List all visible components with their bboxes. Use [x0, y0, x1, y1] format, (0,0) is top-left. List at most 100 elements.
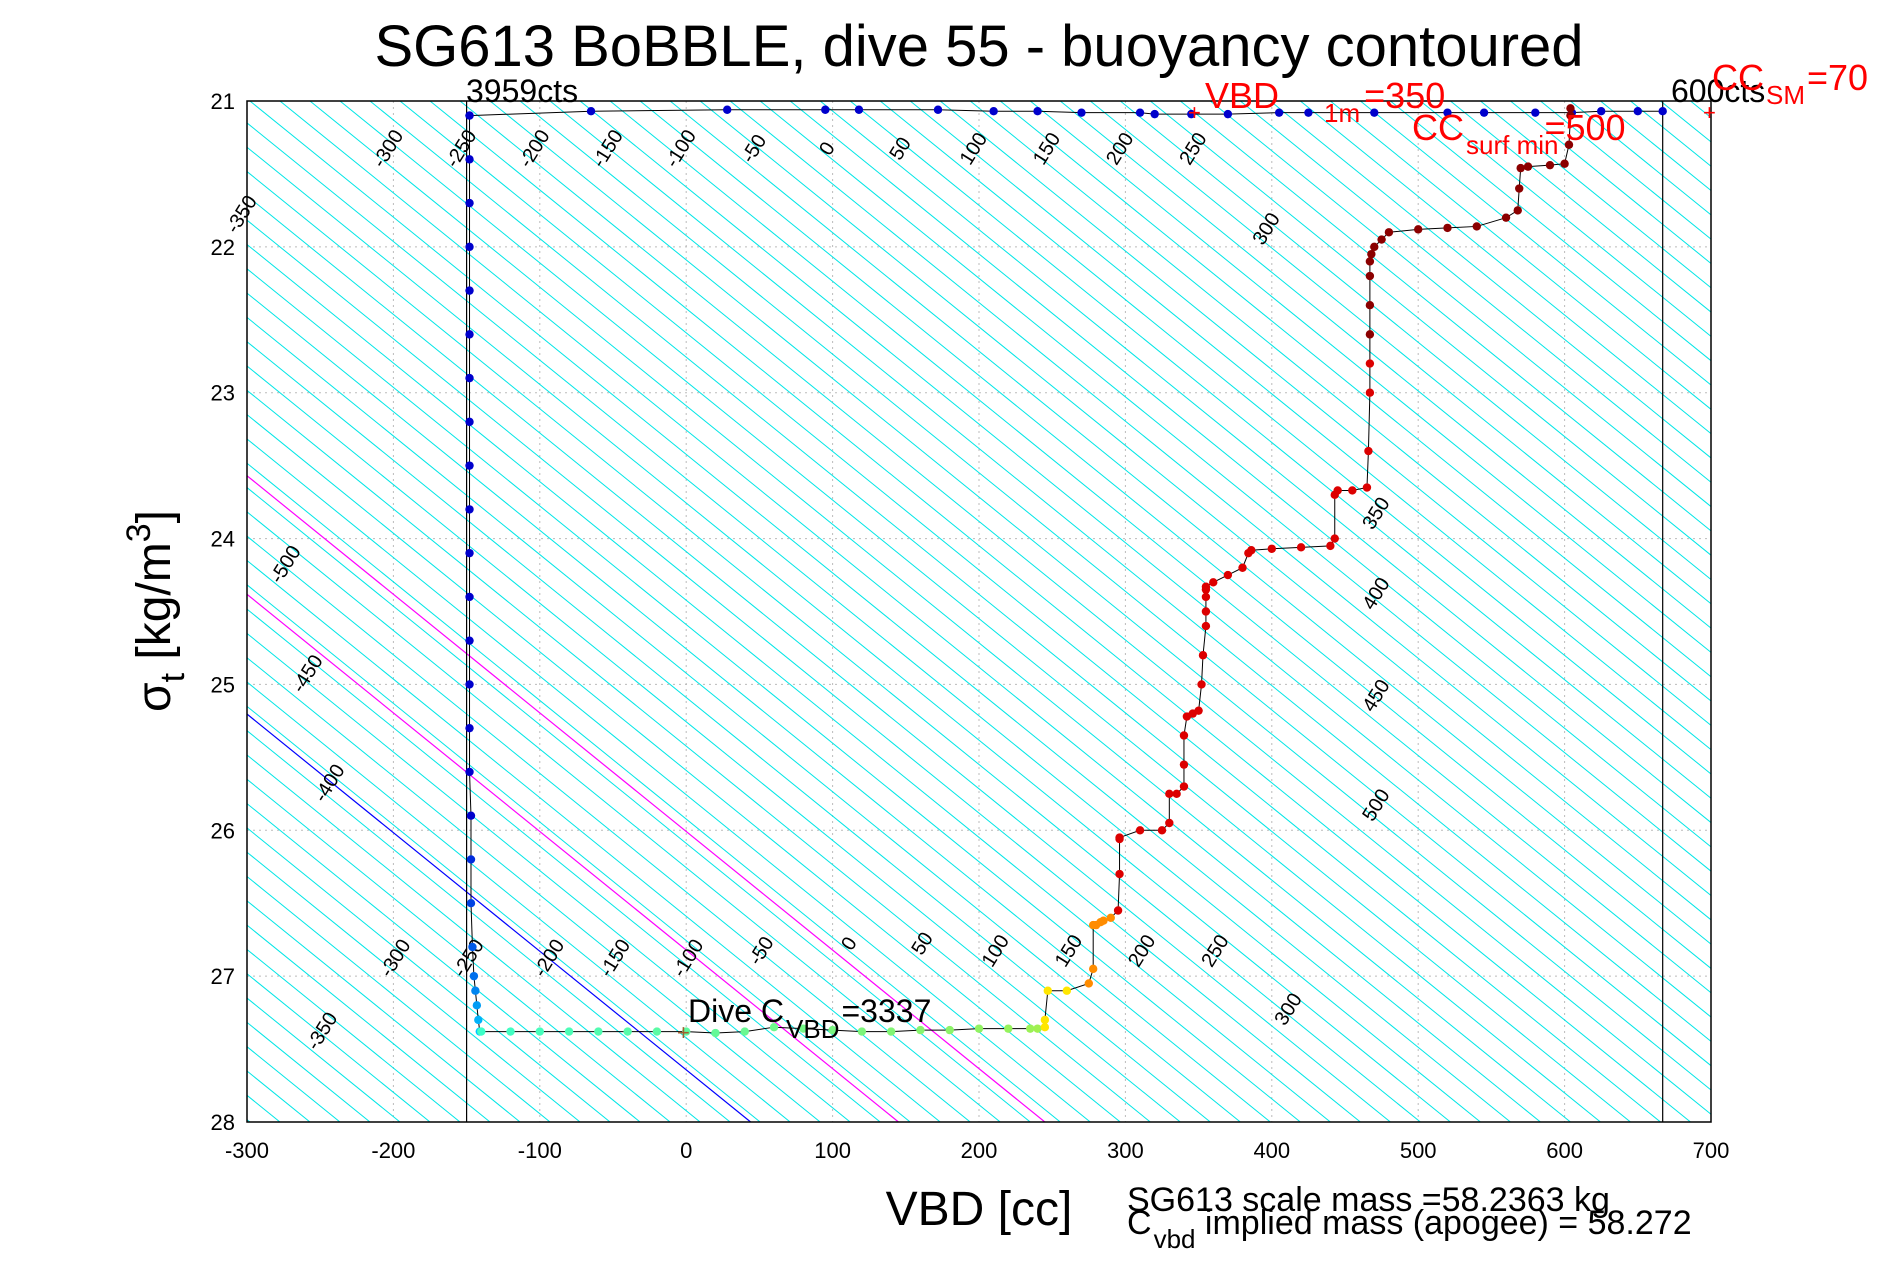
contour-line: [1721, 101, 1891, 1122]
x-tick-label: 300: [1107, 1138, 1144, 1163]
contour-line: [1660, 101, 1711, 143]
climb-point: [1377, 235, 1386, 244]
contour-line: [0, 101, 220, 1122]
contour-line: [247, 681, 791, 1122]
climb-point: [1062, 986, 1072, 995]
surface-point: [722, 105, 732, 114]
contour-line: [459, 101, 1711, 1115]
dive-cvbd-marker: +: [677, 1020, 690, 1045]
contour-label: -100: [661, 126, 701, 172]
dive-point: [465, 636, 474, 645]
contour-line: [1510, 101, 1711, 265]
climb-point: [1194, 706, 1203, 715]
bottom-point: [506, 1027, 515, 1036]
climb-point: [1367, 249, 1376, 259]
dive-point: [465, 373, 474, 383]
climb-point: [1296, 543, 1306, 552]
contour-label: -450: [288, 651, 328, 697]
climb-point: [1516, 163, 1525, 173]
bottom-point: [945, 1025, 954, 1035]
climb-point: [1414, 225, 1423, 234]
contour-line: [247, 486, 1031, 1122]
contour-line: [999, 101, 1711, 678]
x-tick-label: 0: [680, 1138, 692, 1163]
climb-point: [1201, 621, 1211, 631]
surface-point: [1370, 108, 1379, 117]
contour-line: [879, 101, 1711, 775]
contour-line: [247, 341, 1211, 1122]
implied-mass-label: Cvbd implied mass (apogee) = 58.272: [1127, 1204, 1692, 1254]
contour-line: [1811, 101, 1891, 1122]
y-tick-label: 22: [211, 235, 235, 260]
contour-line: [1540, 101, 1711, 240]
contour-line: [247, 365, 1181, 1122]
climb-point: [1267, 544, 1277, 553]
contour-line: [939, 101, 1711, 726]
climb-point: [1040, 1022, 1050, 1032]
x-tick-label: 600: [1546, 1138, 1583, 1163]
contour-line: [819, 101, 1711, 824]
contour-line: [579, 101, 1711, 1018]
contour-line: [247, 438, 1091, 1122]
y-axis-unit: [kg/m: [128, 542, 181, 673]
dive-point: [465, 680, 474, 689]
contour-line: [1600, 101, 1711, 192]
contour-line: [247, 170, 1421, 1122]
cc-surf-text: CC: [1412, 107, 1464, 148]
contour-label: 200: [1102, 129, 1138, 169]
climb-point: [1238, 563, 1247, 572]
contour-line: [639, 101, 1711, 970]
contour-line: [1300, 101, 1711, 435]
contour-line: [789, 101, 1711, 848]
bottom-point: [477, 1027, 486, 1036]
vbd-1m-label: VBD 1m =350: [1205, 75, 1445, 128]
climb-point: [1179, 760, 1189, 769]
contour-line: [699, 101, 1711, 921]
contour-label: 150: [1051, 931, 1087, 971]
contour-label: 0: [815, 138, 840, 159]
contour-line: [247, 511, 1001, 1122]
contour-line: [369, 101, 1631, 1122]
climb-point: [1365, 301, 1375, 310]
contour-label: -100: [668, 936, 708, 982]
cc-surf-label: CCsurf min=500: [1412, 107, 1626, 160]
x-axis-label: VBD [cc]: [886, 1183, 1073, 1236]
bottom-point: [623, 1027, 632, 1036]
y-tick-label: 26: [211, 818, 235, 843]
contour-label: 100: [978, 931, 1014, 971]
climb-point: [1179, 731, 1189, 740]
vbd-traces: [465, 104, 1667, 1038]
contour-line: [1690, 101, 1711, 119]
climb-point: [1560, 159, 1569, 168]
contour-line: [247, 778, 671, 1122]
surface-point: [1531, 108, 1540, 117]
contour-line: [247, 122, 1481, 1122]
zero-contour-line: [247, 713, 751, 1122]
y-axis-unit-close: ]: [128, 510, 181, 523]
contour-label: 250: [1175, 129, 1211, 169]
contour-line: [609, 101, 1711, 994]
contour-line: [247, 462, 1061, 1122]
climb-point: [1523, 162, 1533, 171]
contour-line: [247, 827, 611, 1122]
climb-point: [1330, 534, 1339, 543]
contour-line: [1751, 101, 1891, 1122]
x-tick-label: 200: [961, 1138, 998, 1163]
climb-point: [1165, 818, 1174, 828]
contour-line: [247, 292, 1271, 1122]
scale-mass-label: SG613 scale mass =58.2363 kg: [1127, 1181, 1610, 1219]
climb-point: [1201, 607, 1211, 616]
bottom-point: [769, 1022, 779, 1032]
surface-point: [1443, 108, 1452, 117]
climb-point: [1201, 592, 1211, 602]
y-tick-label: 21: [211, 89, 235, 114]
cc-surf-value: =500: [1544, 107, 1625, 148]
dive-cvbd-sub: VBD: [786, 1014, 839, 1044]
climb-point: [1365, 330, 1375, 339]
contour-label: -350: [222, 192, 262, 238]
contour-label: -400: [310, 761, 350, 807]
surface-point: [1274, 108, 1284, 117]
surface-point: [821, 105, 830, 114]
dive-point: [466, 855, 476, 864]
